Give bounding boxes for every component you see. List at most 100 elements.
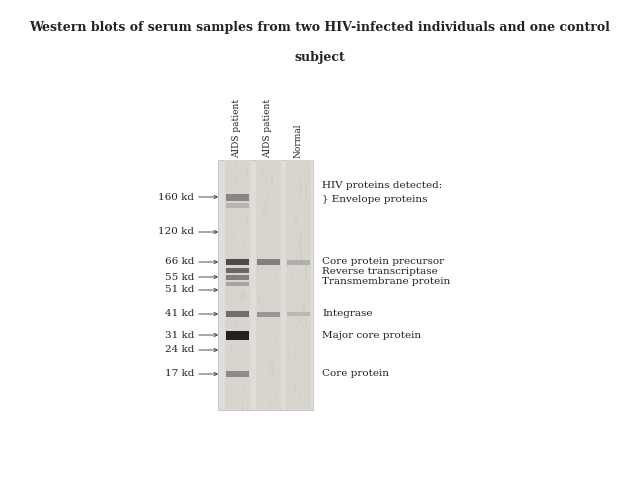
Bar bbox=[236, 319, 237, 328]
Bar bbox=[237, 252, 238, 264]
Bar bbox=[258, 265, 259, 274]
Bar bbox=[261, 169, 262, 175]
Bar bbox=[262, 163, 264, 176]
Bar bbox=[303, 324, 304, 329]
Bar bbox=[287, 260, 310, 264]
Bar bbox=[230, 345, 232, 353]
Bar bbox=[258, 291, 259, 302]
Bar bbox=[243, 290, 244, 299]
Bar bbox=[258, 228, 259, 234]
Bar bbox=[273, 372, 274, 376]
Text: Major core protein: Major core protein bbox=[322, 331, 421, 339]
Text: 120 kd: 120 kd bbox=[158, 228, 194, 237]
Bar bbox=[290, 173, 291, 185]
Text: Western blots of serum samples from two HIV-infected individuals and one control: Western blots of serum samples from two … bbox=[29, 22, 611, 35]
Bar bbox=[274, 339, 276, 344]
Bar bbox=[305, 185, 307, 195]
Bar bbox=[236, 160, 237, 165]
Bar bbox=[255, 160, 280, 410]
Text: 55 kd: 55 kd bbox=[164, 273, 194, 281]
Bar bbox=[299, 239, 300, 251]
Bar bbox=[277, 275, 278, 287]
Bar bbox=[240, 252, 242, 261]
Bar bbox=[292, 273, 294, 279]
Bar bbox=[275, 396, 276, 400]
Bar bbox=[266, 193, 268, 201]
Bar bbox=[270, 395, 271, 410]
Bar bbox=[246, 217, 248, 227]
Bar bbox=[225, 371, 248, 377]
Bar bbox=[300, 244, 301, 259]
Bar bbox=[302, 364, 303, 375]
Bar bbox=[298, 391, 300, 398]
Text: Integrase: Integrase bbox=[322, 310, 372, 319]
Bar bbox=[243, 382, 244, 393]
Bar bbox=[273, 365, 275, 377]
Bar bbox=[300, 183, 301, 197]
Bar bbox=[225, 282, 248, 286]
Bar bbox=[294, 348, 296, 358]
Text: 31 kd: 31 kd bbox=[164, 331, 194, 339]
Bar bbox=[271, 362, 273, 372]
Bar bbox=[257, 312, 280, 316]
Bar bbox=[225, 203, 248, 207]
Bar bbox=[269, 359, 270, 374]
Bar bbox=[300, 232, 301, 243]
Bar bbox=[263, 202, 265, 216]
Text: subject: subject bbox=[294, 51, 346, 64]
Bar bbox=[262, 304, 264, 309]
Text: 41 kd: 41 kd bbox=[164, 310, 194, 319]
Bar bbox=[228, 355, 230, 363]
Bar bbox=[296, 212, 297, 226]
Bar bbox=[274, 374, 275, 378]
Bar bbox=[236, 371, 238, 375]
Bar bbox=[242, 263, 243, 277]
Bar bbox=[271, 177, 273, 185]
Bar bbox=[246, 213, 247, 222]
Bar bbox=[305, 265, 307, 279]
Text: AIDS patient: AIDS patient bbox=[232, 99, 241, 158]
Text: Core protein: Core protein bbox=[322, 370, 389, 379]
Bar bbox=[294, 382, 296, 393]
Bar bbox=[257, 259, 280, 265]
Bar bbox=[225, 259, 248, 265]
Bar bbox=[231, 283, 232, 290]
Bar bbox=[275, 171, 276, 174]
Text: AIDS patient: AIDS patient bbox=[264, 99, 273, 158]
Bar bbox=[237, 194, 238, 201]
Bar bbox=[276, 209, 278, 218]
Bar bbox=[225, 331, 248, 339]
Text: Normal: Normal bbox=[294, 123, 303, 158]
Bar bbox=[287, 312, 310, 316]
Bar bbox=[246, 331, 248, 335]
Bar bbox=[300, 170, 301, 185]
Bar bbox=[271, 178, 273, 185]
Bar bbox=[246, 166, 248, 177]
Bar bbox=[305, 305, 307, 312]
Bar bbox=[297, 271, 299, 276]
Bar bbox=[285, 160, 310, 410]
Text: 24 kd: 24 kd bbox=[164, 346, 194, 355]
Bar bbox=[300, 242, 301, 245]
Bar bbox=[289, 346, 291, 360]
Bar bbox=[295, 251, 297, 264]
Bar bbox=[303, 300, 305, 314]
Bar bbox=[242, 405, 243, 414]
Text: 66 kd: 66 kd bbox=[164, 257, 194, 266]
Bar bbox=[243, 327, 244, 336]
Bar bbox=[262, 325, 264, 329]
Bar bbox=[291, 237, 293, 243]
Bar bbox=[225, 311, 248, 317]
Bar bbox=[260, 388, 262, 391]
Bar bbox=[225, 275, 248, 279]
Bar bbox=[241, 291, 243, 302]
Bar bbox=[291, 208, 292, 216]
Text: Core protein precursor: Core protein precursor bbox=[322, 257, 444, 266]
Bar bbox=[276, 229, 277, 238]
Text: 17 kd: 17 kd bbox=[164, 370, 194, 379]
Bar bbox=[305, 187, 307, 194]
Bar bbox=[233, 308, 234, 314]
Text: Reverse transcriptase: Reverse transcriptase bbox=[322, 267, 438, 276]
Bar bbox=[266, 205, 268, 215]
Bar bbox=[308, 399, 310, 407]
